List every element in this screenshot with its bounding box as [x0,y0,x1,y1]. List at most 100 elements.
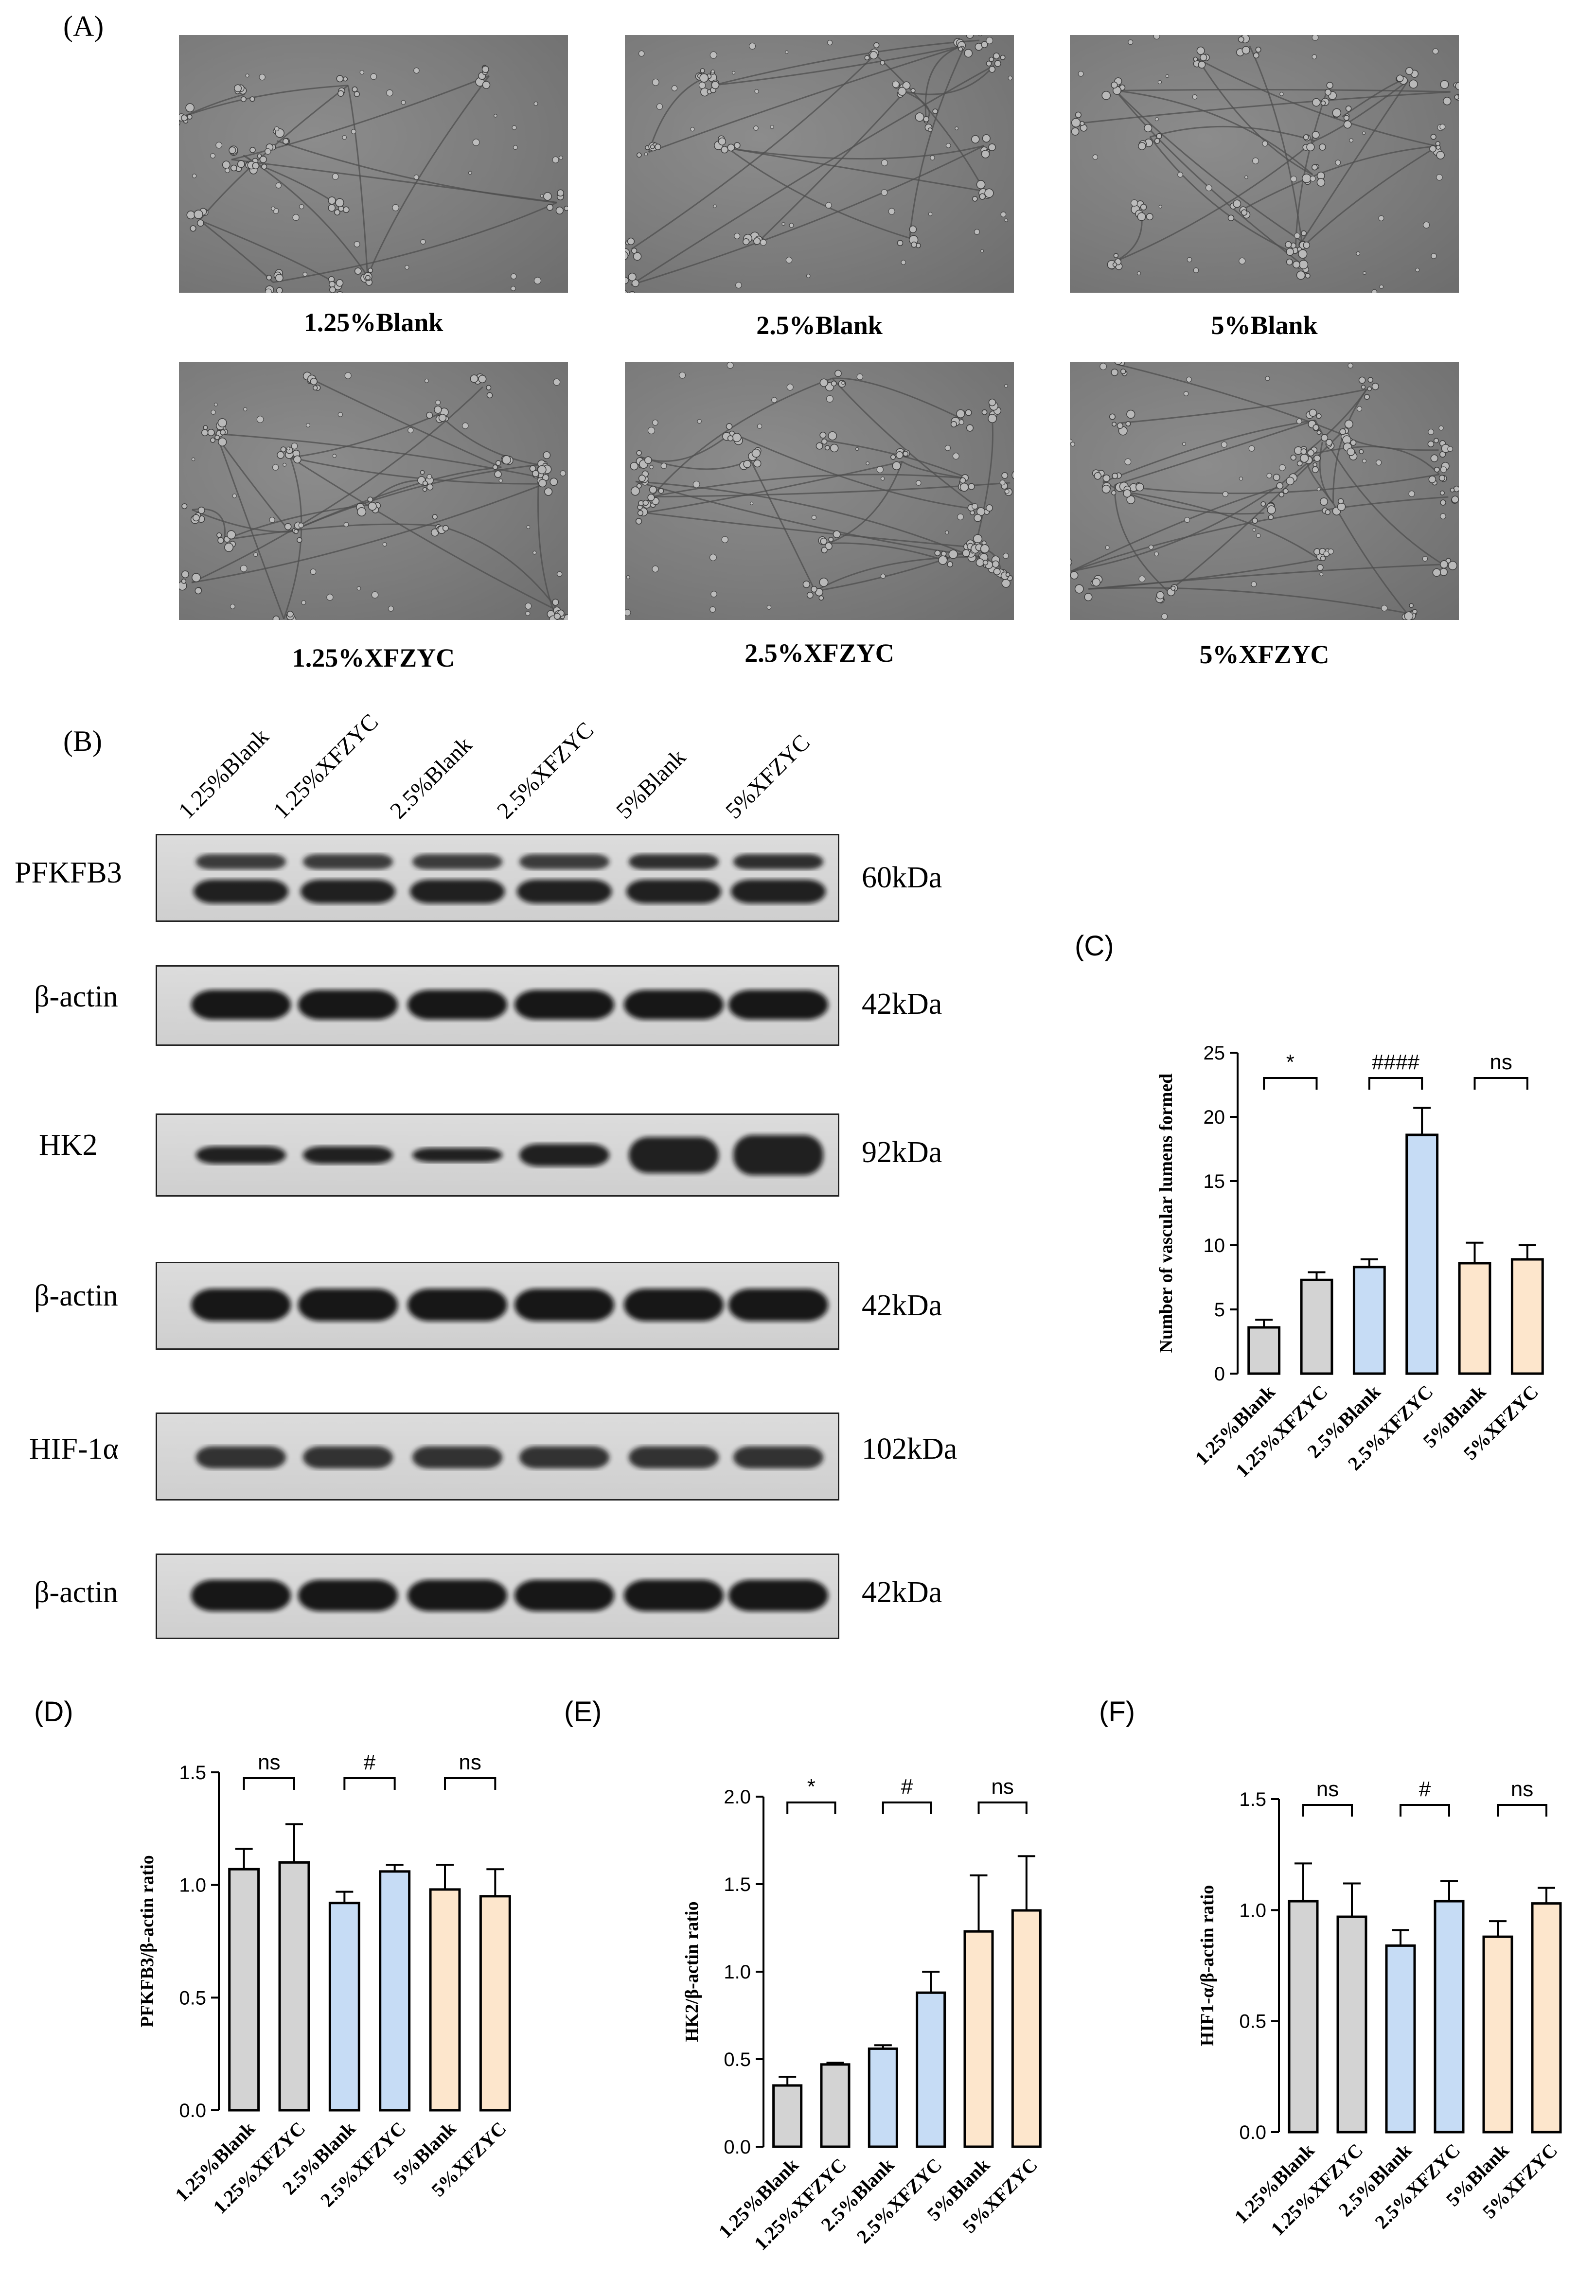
significance-bracket [444,1777,497,1790]
significance-label: ns [991,1775,1013,1799]
bar [1434,1900,1465,2134]
y-tick-label: 1.5 [179,1762,206,1784]
bar [328,1902,360,2112]
y-tick-label: 5 [1214,1299,1225,1321]
significance-bracket [977,1801,1028,1814]
micrograph-1-25-blank [179,35,568,293]
bar [1405,1133,1439,1375]
blot-protein-label: PFKFB3 [15,856,122,889]
blot-beta-actin-1 [156,965,839,1046]
chart-panel-letter: (E) [564,1696,602,1728]
micrograph-label: 2.5%Blank [756,311,883,340]
y-tick-label: 1.0 [724,1961,751,1983]
bar [916,1991,946,2148]
significance-bracket [882,1801,932,1814]
chart-d: (D) 0.0 0.5 1.0 1.5 PFKFB3/β-actin ratio 1.25%… [29,1687,530,2290]
blot-size-label: 42kDa [862,1289,942,1322]
y-tick-label: 0.0 [179,2100,206,2121]
blot-size-label: 42kDa [862,988,942,1021]
significance-label: ns [1316,1777,1339,1801]
significance-label: * [807,1775,816,1799]
bar [1288,1900,1319,2134]
y-axis-label: Number of vascular lumens formed [1156,1074,1176,1353]
significance-bracket [1368,1077,1423,1090]
blot-hif-1a [156,1413,839,1501]
bar [1458,1262,1491,1375]
y-tick-label: 1.0 [1239,1900,1266,1921]
y-tick-label: 1.0 [179,1875,206,1896]
significance-label: # [1419,1777,1431,1801]
y-tick-label: 0.0 [1239,2122,1266,2143]
significance-bracket [1497,1804,1547,1817]
bar [1510,1258,1544,1375]
blot-size-label: 102kDa [862,1432,958,1466]
significance-label: # [901,1775,913,1799]
bar [1336,1915,1367,2134]
panel-a-letter: (A) [63,10,104,42]
y-tick-label: 0.5 [1239,2011,1266,2032]
significance-bracket [1263,1077,1318,1090]
chart-panel-letter: (F) [1099,1696,1135,1728]
bar [429,1888,461,2112]
significance-bracket [1400,1804,1450,1817]
panel-b-letter: (B) [63,725,102,757]
blot-size-label: 42kDa [862,1576,942,1609]
bar [228,1868,260,2112]
blot-hk2 [156,1113,839,1197]
y-tick-label: 15 [1204,1171,1225,1192]
bar [772,2084,803,2148]
y-tick-label: 10 [1204,1235,1225,1256]
bar [278,1861,310,2112]
bar [1531,1902,1562,2134]
blot-protein-label: β-actin [34,1576,118,1609]
significance-label: ns [1490,1050,1512,1074]
lane-label: 5%XFZYC [720,729,815,824]
blot-pfkfb3 [156,834,839,922]
significance-label: #### [1372,1050,1419,1074]
lane-label: 1.25%XFZYC [268,708,384,824]
y-tick-label: 25 [1204,1042,1225,1064]
lane-label: 2.5%Blank [385,732,478,824]
significance-bracket [786,1801,836,1814]
bar [820,2063,851,2148]
significance-bracket [243,1777,295,1790]
chart-panel-letter: (D) [34,1696,73,1728]
y-tick-label: 0.0 [724,2137,751,2158]
significance-label: ns [1511,1777,1533,1801]
y-tick-label: 20 [1204,1107,1225,1128]
lane-label: 5%Blank [611,744,691,824]
chart-e: (E) 0.0 0.5 1.0 1.5 2.0 HK2/β-actin ratio 1.25%… [559,1687,1060,2290]
y-tick-label: 0.5 [724,2049,751,2070]
micrograph-label: 5%Blank [1211,311,1318,340]
significance-bracket [343,1777,396,1790]
bar [479,1895,511,2112]
lane-label: 2.5%XFZYC [492,717,599,824]
chart-c: (C) 0 5 10 15 20 25 Number of vascular lumens f… [1070,921,1595,1549]
y-tick-label: 0 [1214,1363,1225,1385]
x-tick-label: 1.25%XFZYC [1231,1381,1332,1482]
blot-size-label: 92kDa [862,1136,942,1169]
y-axis-label: PFKFB3/β-actin ratio [137,1855,158,2028]
y-axis-label: HIF1-α/β-actin ratio [1197,1885,1218,2046]
micrograph-label: 2.5%XFZYC [745,638,894,668]
bar [963,1930,994,2148]
significance-label: * [1286,1050,1295,1074]
significance-bracket [1302,1804,1353,1817]
chart-panel-letter: (C) [1075,930,1114,962]
blot-protein-label: β-actin [34,980,118,1013]
micrograph-label: 5%XFZYC [1199,640,1330,669]
significance-label: ns [258,1750,280,1774]
chart-f: (F) 0.0 0.5 1.0 1.5 HIF1-α/β-actin ratio 1.25%… [1094,1687,1595,2290]
lane-label: 1.25%Blank [173,724,274,824]
bar [1482,1935,1513,2134]
y-tick-label: 1.5 [724,1874,751,1895]
blot-beta-actin-3 [156,1554,839,1639]
bar [868,2047,898,2148]
y-tick-label: 1.5 [1239,1789,1266,1810]
bar [1300,1278,1333,1375]
micrograph-2-5-blank [625,35,1014,293]
significance-label: ns [459,1750,481,1774]
micrograph-label: 1.25%Blank [303,308,443,337]
blot-beta-actin-2 [156,1262,839,1350]
y-tick-label: 0.5 [179,1987,206,2009]
